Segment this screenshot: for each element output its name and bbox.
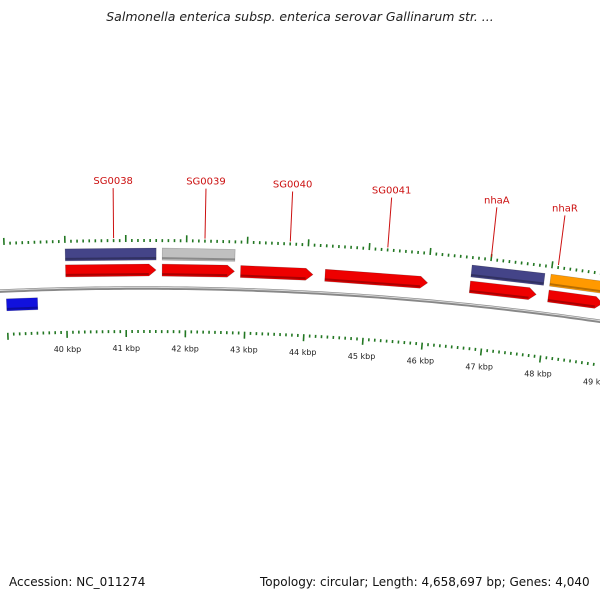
feature-shade	[549, 283, 600, 293]
kbp-tick-label: 43 kbp	[230, 346, 258, 355]
feature-upper1-5[interactable]	[161, 263, 235, 278]
gene-leader-line	[387, 197, 393, 248]
kbp-tick-label: 42 kbp	[171, 344, 199, 353]
kbp-tick-label: 45 kbp	[348, 352, 376, 361]
kbp-tick-label: 48 kbp	[524, 369, 552, 378]
gene-label-nhaR[interactable]: nhaR	[552, 203, 578, 214]
gene-label-layer: SG0038 SG0039 SG0040 SG0041 nhaA nhaR	[93, 176, 578, 266]
kbp-axis-labels: 40 kbp 41 kbp 42 kbp 43 kbp 44 kbp 45 kbp 46 k…	[54, 344, 600, 386]
map-title: Salmonella enterica subsp. enterica sero…	[106, 9, 494, 24]
backbone-highlight	[0, 286, 600, 322]
lower-tick-track	[6, 330, 595, 366]
feature-shade	[547, 299, 595, 308]
feature-upper1-4[interactable]	[65, 263, 157, 278]
feature-tracks	[6, 247, 600, 312]
feature-lower1-10[interactable]	[6, 297, 39, 312]
feature-upper1-6[interactable]	[240, 265, 314, 281]
feature-upper1-7[interactable]	[324, 268, 429, 289]
kbp-tick-label: 41 kbp	[113, 344, 141, 353]
gene-leader-line	[204, 188, 207, 239]
feature-shade	[162, 273, 228, 277]
feature-upper1-8[interactable]	[468, 280, 537, 300]
kbp-tick-label: 49 kbp	[583, 377, 600, 386]
feature-shade	[240, 274, 306, 280]
major-tick	[429, 247, 432, 256]
upper-tick-track	[2, 235, 600, 275]
feature-shade	[324, 278, 421, 288]
feature-upper1-9[interactable]	[547, 289, 600, 309]
gene-label-SG0038[interactable]: SG0038	[93, 176, 133, 187]
genome-backbone	[0, 286, 600, 324]
major-tick	[538, 355, 542, 363]
gene-leader-line	[490, 207, 498, 258]
feature-shade	[162, 257, 235, 261]
major-tick	[479, 348, 483, 356]
major-tick	[420, 342, 424, 350]
backbone-line	[0, 286, 600, 324]
gene-label-SG0040[interactable]: SG0040	[273, 180, 313, 191]
accession-label: Accession: NC_011274	[9, 575, 146, 589]
kbp-tick-label: 44 kbp	[289, 348, 317, 357]
topology-label: Topology: circular; Length: 4,658,697 bp…	[260, 575, 590, 589]
feature-upper2-3[interactable]	[549, 273, 600, 294]
gene-label-SG0041[interactable]: SG0041	[372, 186, 412, 197]
gene-label-SG0039[interactable]: SG0039	[186, 177, 226, 188]
gene-leader-line	[557, 215, 566, 266]
feature-shade	[65, 273, 149, 276]
gene-leader-line	[289, 191, 294, 242]
kbp-tick-label: 40 kbp	[54, 345, 82, 354]
major-tick	[551, 261, 554, 269]
feature-shade	[469, 289, 529, 299]
feature-upper2-2[interactable]	[470, 264, 546, 286]
feature-shade	[65, 257, 157, 260]
kbp-tick-label: 46 kbp	[407, 357, 435, 366]
feature-shade	[6, 306, 38, 310]
gene-label-nhaA[interactable]: nhaA	[484, 195, 510, 206]
feature-shade	[470, 274, 544, 285]
kbp-tick-label: 47 kbp	[465, 362, 493, 371]
feature-upper2-0[interactable]	[64, 247, 157, 262]
feature-upper2-1[interactable]	[161, 247, 236, 262]
